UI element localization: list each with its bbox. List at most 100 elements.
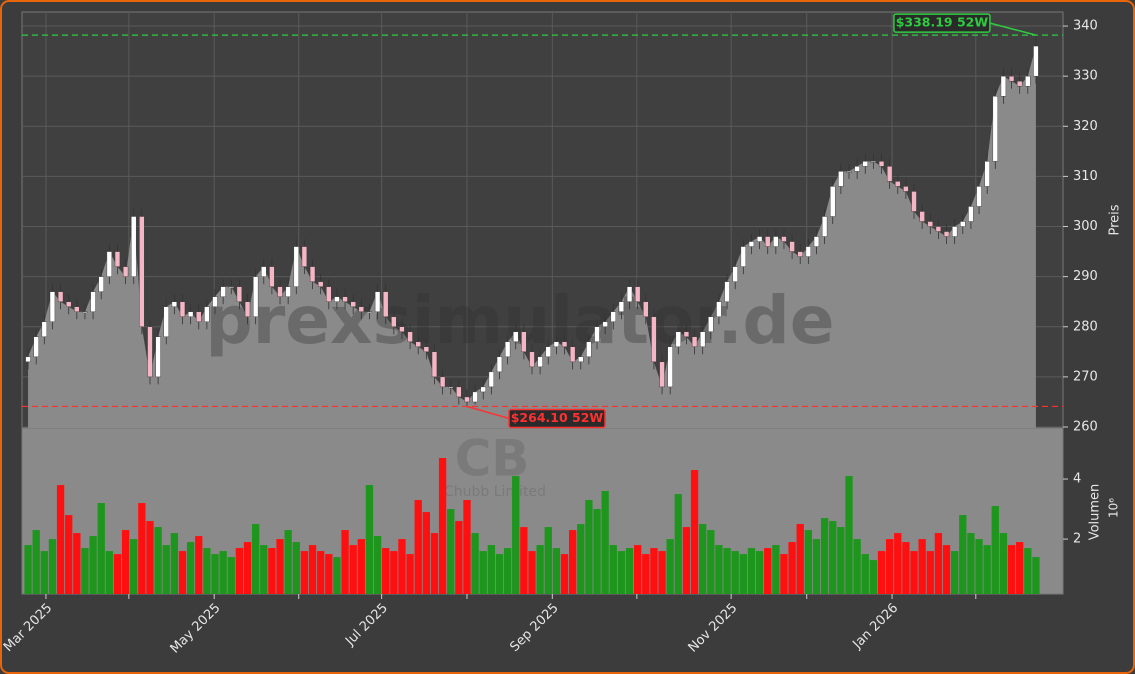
candle-body (236, 286, 243, 302)
volume-bar (308, 545, 317, 594)
candle-body (594, 326, 600, 342)
candle-body (326, 286, 332, 302)
candle-body (943, 231, 950, 237)
candle-body (1008, 75, 1015, 82)
volume-bar (755, 551, 764, 594)
volume-bar (536, 545, 544, 594)
candle-body (220, 286, 226, 297)
candle-body (740, 246, 746, 267)
volume-bar (788, 542, 796, 594)
candle-body (976, 186, 982, 207)
candle-body (553, 341, 560, 348)
company: Chubb Limited (444, 484, 546, 500)
volume-bar (682, 527, 691, 594)
candle-body (456, 386, 462, 398)
candle-body (464, 396, 470, 403)
candle-body (854, 166, 860, 172)
y-tick-label: 340 (1073, 19, 1098, 34)
volume-bar (634, 545, 642, 594)
volume-bar (934, 533, 943, 594)
candle-body (122, 266, 129, 277)
volume-bar (382, 548, 390, 594)
volume-bar (739, 554, 747, 594)
candle-body (391, 316, 397, 327)
candle-body (570, 346, 576, 363)
volume-bar (747, 548, 756, 594)
candle-body (578, 356, 584, 363)
volume-bar (463, 500, 471, 594)
candle-body (261, 266, 267, 277)
volume-bar (471, 533, 479, 594)
volume-bar (430, 533, 439, 594)
volume-bar (950, 551, 959, 594)
volume-bar (292, 542, 300, 594)
volume-bar (544, 527, 552, 594)
candle-body (886, 166, 893, 182)
volume-bar (414, 500, 422, 594)
volume-bar (885, 539, 894, 594)
candle-body (919, 211, 925, 222)
volume-bar (447, 509, 455, 594)
annotation-box (893, 13, 991, 33)
candle-body (659, 361, 665, 388)
candle-body (1025, 75, 1031, 87)
candle-body (675, 331, 681, 348)
candle-body (756, 236, 763, 242)
volume-bar (967, 533, 975, 594)
volume-bar (105, 551, 114, 594)
candle-body (846, 171, 852, 173)
candle-body (350, 301, 356, 307)
candle-body (244, 301, 251, 317)
volume-bar (455, 521, 463, 594)
volume-bar (861, 554, 869, 594)
volume-bar (211, 554, 219, 594)
candle-body (358, 306, 364, 312)
volume-exponent: 10⁶ (1107, 498, 1121, 518)
candle-body (366, 311, 373, 313)
candle-body (163, 306, 169, 337)
candle-body (155, 336, 161, 378)
volume-bar (203, 548, 211, 594)
candle-body (139, 216, 145, 327)
volume-bar (512, 476, 520, 594)
volume-bar (48, 539, 57, 594)
candle-body (228, 286, 234, 288)
volume-bar (585, 500, 593, 594)
volume-bar (959, 515, 967, 594)
y-tick-label: 310 (1073, 169, 1098, 184)
candle-body (423, 346, 429, 353)
candle-body (805, 246, 811, 257)
volume-bar (56, 485, 65, 594)
volume-bar (658, 551, 666, 594)
candle-body (724, 281, 730, 302)
candle-body (49, 291, 56, 322)
candle-body (285, 286, 291, 297)
volume-bar (227, 557, 235, 594)
candle-body (992, 96, 998, 162)
candle-body (301, 246, 308, 267)
volume-bar (845, 476, 853, 594)
volume-bar (186, 542, 195, 594)
candle-body (1017, 80, 1023, 87)
volume-bar (520, 527, 528, 594)
volume-bar (260, 545, 268, 594)
candle-body (529, 351, 535, 368)
y-tick-label: 290 (1073, 269, 1098, 284)
volume-bar (195, 536, 203, 594)
volume-bar (764, 548, 772, 594)
y-tick-label: 260 (1073, 419, 1098, 434)
candle-body (196, 311, 202, 322)
volume-bar (666, 539, 674, 594)
candle-body (269, 266, 275, 287)
candle-body (545, 346, 551, 358)
volume-bar (528, 551, 536, 594)
volume-bar (162, 545, 170, 594)
candle-body (318, 281, 324, 287)
candle-body (114, 251, 121, 267)
volume-bar (300, 551, 309, 594)
candle-body (537, 356, 543, 368)
candle-body (813, 236, 820, 247)
volume-bar (625, 548, 634, 594)
volume-bar (503, 548, 512, 594)
